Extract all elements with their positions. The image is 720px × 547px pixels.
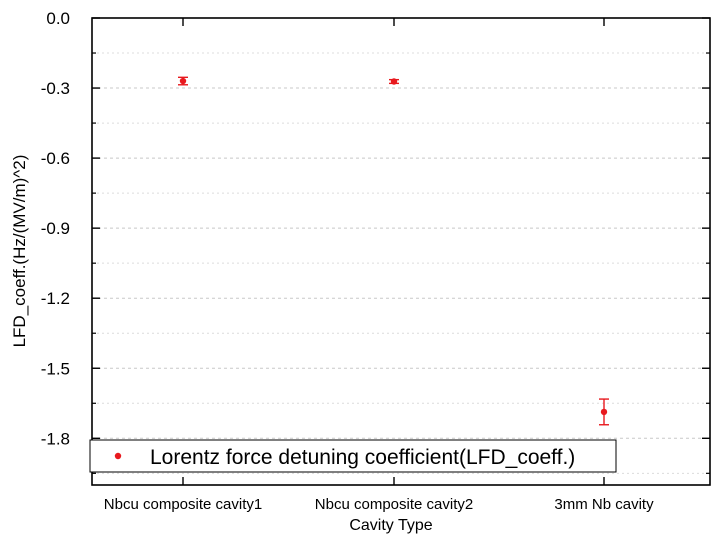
point-marker — [179, 77, 187, 85]
x-tick-label: 3mm Nb cavity — [554, 496, 654, 513]
x-tick-label: Nbcu composite cavity2 — [315, 496, 473, 513]
grid-layer — [92, 52, 710, 474]
x-tick-label: Nbcu composite cavity1 — [104, 496, 262, 513]
y-axis-label: LFD_coeff.(Hz/(MV/m)^2) — [10, 155, 29, 348]
legend-box — [89, 439, 617, 473]
y-tick-label: -0.3 — [41, 79, 70, 98]
legend-label: Lorentz force detuning coefficient(LFD_c… — [150, 446, 575, 469]
point-marker — [390, 78, 398, 85]
series-points — [178, 76, 609, 426]
y-tick-label: 0.0 — [46, 9, 70, 28]
y-tick-label: -1.8 — [41, 429, 70, 448]
x-axis: Nbcu composite cavity1 Nbcu composite cav… — [104, 18, 654, 513]
y-tick-label: -0.6 — [41, 149, 70, 168]
data-point — [178, 76, 188, 86]
y-tick-label: -0.9 — [41, 219, 70, 238]
y-tick-label: -1.2 — [41, 289, 70, 308]
legend-marker — [114, 452, 122, 460]
y-axis: 0.0 -0.3 -0.6 -0.9 -1.2 -1.5 -1.8 — [41, 9, 710, 474]
y-tick-label: -1.5 — [41, 359, 70, 378]
x-axis-label: Cavity Type — [349, 517, 432, 534]
point-marker — [600, 408, 608, 416]
legend: Lorentz force detuning coefficient(LFD_c… — [89, 439, 617, 473]
data-point — [599, 398, 609, 426]
data-point — [389, 78, 399, 85]
plot-frame — [91, 17, 711, 486]
